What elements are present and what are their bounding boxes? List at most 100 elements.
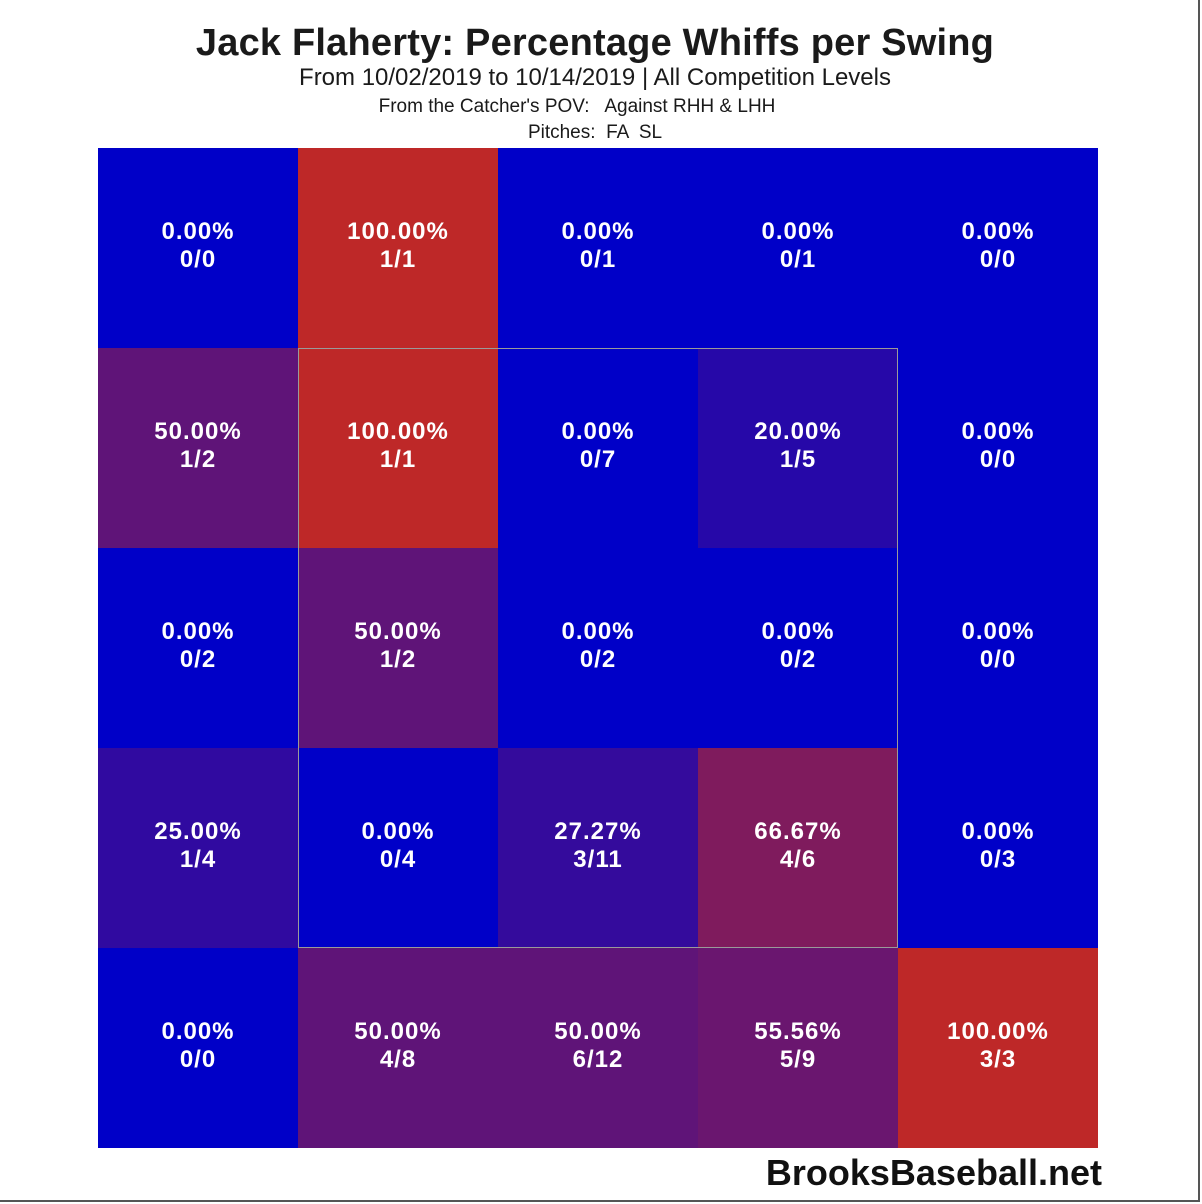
cell-label: 0.00% 0/0 [98,218,298,274]
cell-percentage: 55.56% [754,1018,842,1045]
cell-label: 0.00% 0/0 [898,218,1098,274]
heatmap-cell: 50.00% 6/12 [498,948,698,1148]
cell-percentage: 100.00% [347,418,449,445]
heatmap-cell: 27.27% 3/11 [498,748,698,948]
cell-percentage: 50.00% [554,1018,642,1045]
heatmap-cell: 66.67% 4/6 [698,748,898,948]
chart-subtitle: From 10/02/2019 to 10/14/2019 | All Comp… [299,64,891,91]
cell-label: 27.27% 3/11 [498,818,698,874]
cell-count: 0/2 [579,646,617,673]
cell-label: 66.67% 4/6 [698,818,898,874]
cell-percentage: 0.00% [961,618,1035,645]
cell-percentage: 50.00% [154,418,242,445]
cell-percentage: 50.00% [354,1018,442,1045]
cell-label: 0.00% 0/2 [498,618,698,674]
cell-count: 3/11 [573,846,623,873]
cell-label: 0.00% 0/0 [98,1018,298,1074]
cell-count: 1/2 [179,446,217,473]
cell-label: 0.00% 0/1 [698,218,898,274]
cell-count: 6/12 [572,1046,624,1073]
cell-count: 4/8 [379,1046,417,1073]
cell-percentage: 0.00% [161,218,235,245]
cell-count: 1/2 [379,646,417,673]
cell-count: 3/3 [979,1046,1017,1073]
cell-count: 0/1 [779,246,817,273]
pitches-label: Pitches: FA SL [527,122,663,143]
heatmap-cell: 0.00% 0/2 [98,548,298,748]
cell-count: 0/4 [379,846,417,873]
heatmap-cell: 0.00% 0/0 [898,548,1098,748]
heatmap-cell: 55.56% 5/9 [698,948,898,1148]
cell-percentage: 0.00% [761,618,835,645]
cell-percentage: 20.00% [754,418,842,445]
cell-count: 0/0 [179,1046,217,1073]
heatmap-cell: 0.00% 0/2 [698,548,898,748]
cell-label: 0.00% 0/7 [498,418,698,474]
cell-count: 0/7 [579,446,617,473]
cell-label: 100.00% 3/3 [898,1018,1098,1074]
cell-percentage: 0.00% [961,418,1035,445]
cell-count: 0/0 [179,246,217,273]
cell-label: 50.00% 1/2 [98,418,298,474]
cell-label: 0.00% 0/1 [498,218,698,274]
cell-percentage: 0.00% [361,818,435,845]
heatmap-cell: 20.00% 1/5 [698,348,898,548]
cell-percentage: 0.00% [961,818,1035,845]
cell-label: 0.00% 0/3 [898,818,1098,874]
heatmap-cell: 100.00% 1/1 [298,148,498,348]
cell-count: 0/2 [779,646,817,673]
cell-label: 55.56% 5/9 [698,1018,898,1074]
cell-percentage: 50.00% [354,618,442,645]
chart-title: Jack Flaherty: Percentage Whiffs per Swi… [195,22,995,64]
cell-count: 1/1 [379,446,417,473]
cell-percentage: 100.00% [947,1018,1049,1045]
cell-count: 0/0 [979,246,1017,273]
cell-label: 25.00% 1/4 [98,818,298,874]
cell-percentage: 0.00% [561,618,635,645]
heatmap-cell: 0.00% 0/1 [498,148,698,348]
cell-count: 0/3 [979,846,1017,873]
heatmap-grid: 0.00% 0/0 100.00% 1/1 0.00% 0/1 0.00% 0/1 0.00% 0… [98,148,1100,1150]
heatmap-cell: 50.00% 1/2 [298,548,498,748]
heatmap-cell: 0.00% 0/0 [898,348,1098,548]
heatmap-cell: 0.00% 0/0 [898,148,1098,348]
cell-percentage: 25.00% [154,818,242,845]
heatmap-cell: 0.00% 0/0 [98,948,298,1148]
heatmap-cell: 100.00% 3/3 [898,948,1098,1148]
heatmap-cell: 0.00% 0/7 [498,348,698,548]
cell-count: 0/0 [979,646,1017,673]
heatmap-cell: 0.00% 0/2 [498,548,698,748]
heatmap-cell: 100.00% 1/1 [298,348,498,548]
cell-percentage: 0.00% [161,1018,235,1045]
cell-percentage: 0.00% [161,618,235,645]
heatmap-cell: 0.00% 0/3 [898,748,1098,948]
cell-label: 100.00% 1/1 [298,218,498,274]
cell-count: 1/1 [379,246,417,273]
cell-label: 0.00% 0/2 [98,618,298,674]
cell-percentage: 0.00% [961,218,1035,245]
cell-percentage: 0.00% [761,218,835,245]
heatmap-cell: 25.00% 1/4 [98,748,298,948]
cell-label: 0.00% 0/4 [298,818,498,874]
heatmap-cell: 50.00% 4/8 [298,948,498,1148]
cell-percentage: 27.27% [554,818,642,845]
cell-label: 50.00% 4/8 [298,1018,498,1074]
cell-count: 4/6 [779,846,817,873]
cell-label: 0.00% 0/0 [898,418,1098,474]
heatmap-cell: 0.00% 0/0 [98,148,298,348]
cell-percentage: 0.00% [561,418,635,445]
cell-label: 100.00% 1/1 [298,418,498,474]
heatmap-cell: 50.00% 1/2 [98,348,298,548]
heatmap-cell: 0.00% 0/1 [698,148,898,348]
cell-count: 5/9 [779,1046,817,1073]
cell-label: 0.00% 0/0 [898,618,1098,674]
cell-percentage: 0.00% [561,218,635,245]
pov-label: From the Catcher's POV: Against RHH & LH… [378,96,776,117]
heatmap-cell: 0.00% 0/4 [298,748,498,948]
cell-label: 20.00% 1/5 [698,418,898,474]
cell-percentage: 100.00% [347,218,449,245]
cell-percentage: 66.67% [754,818,842,845]
cell-count: 0/2 [179,646,217,673]
